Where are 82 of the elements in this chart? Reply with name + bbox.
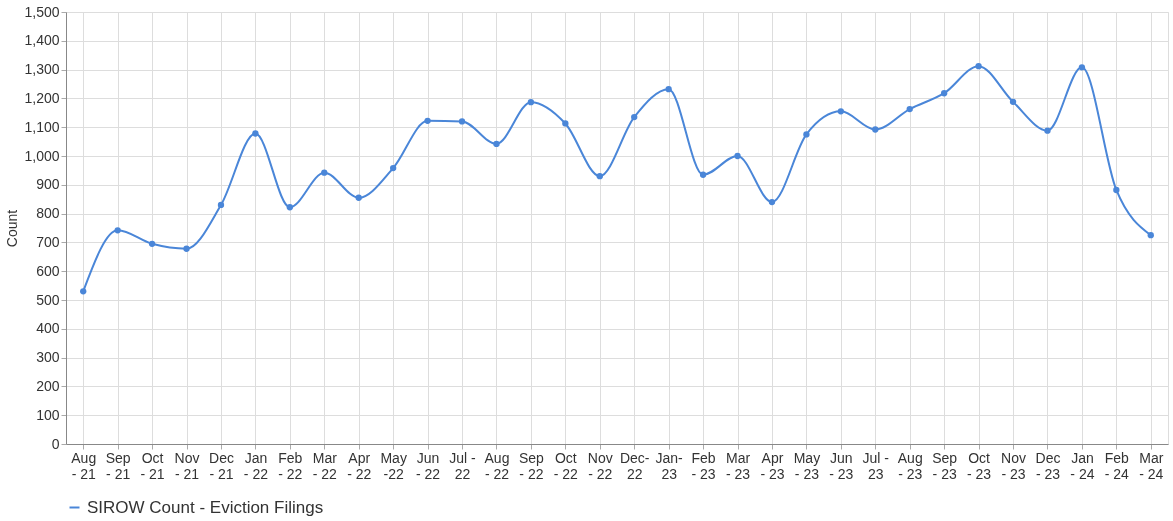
- point: [1044, 127, 1051, 134]
- point: [699, 171, 707, 178]
- y-axis-title: Count: [4, 209, 21, 248]
- x-tick-label: Nov - 23: [1001, 449, 1026, 482]
- point: [940, 90, 948, 97]
- x-tick-label: Dec - 23: [1035, 449, 1061, 482]
- x-tick-label: Feb - 22: [278, 449, 303, 482]
- x-tick-label: Sep - 21: [105, 449, 131, 482]
- point: [1078, 64, 1086, 71]
- x-tick-label: Mar - 24: [1139, 449, 1164, 482]
- x-tick-label: May -22: [380, 449, 407, 482]
- point: [631, 113, 638, 121]
- point: [906, 105, 913, 113]
- x-tick-label: Jan - 22: [243, 449, 269, 482]
- y-tick-label: 100: [36, 406, 60, 423]
- y-tick-label: 900: [36, 176, 60, 193]
- y-tick-label: 1,200: [24, 89, 60, 106]
- point: [527, 98, 535, 106]
- point: [148, 240, 156, 247]
- y-tick-label: 1,000: [24, 147, 60, 164]
- x-tick-label: Feb - 23: [691, 449, 716, 482]
- y-tick-label: 0: [51, 435, 60, 452]
- point: [493, 140, 500, 148]
- x-tick-label: Jul - 23: [862, 449, 890, 482]
- point: [80, 288, 87, 295]
- x-tick-label: Mar - 22: [312, 449, 338, 482]
- y-tick-label: 1,500: [24, 3, 60, 20]
- point: [252, 130, 259, 137]
- x-tick-label: May - 23: [793, 449, 821, 482]
- point: [562, 120, 569, 127]
- y-tick-label: 700: [36, 233, 60, 250]
- point: [355, 194, 362, 201]
- y-tick-label: 800: [36, 205, 60, 222]
- x-tick-label: Sep - 23: [932, 449, 958, 482]
- x-tick-label: Jun - 22: [416, 449, 441, 482]
- x-tick-label: Nov - 22: [587, 449, 613, 482]
- x-tick-label: Jul - 22: [449, 449, 477, 482]
- point: [458, 118, 466, 125]
- x-tick-label: Oct - 21: [140, 449, 165, 482]
- x-tick-label: Feb - 24: [1104, 449, 1130, 482]
- point: [321, 169, 328, 176]
- y-tick-label: 200: [36, 377, 60, 394]
- y-tick-label: 1,400: [24, 32, 60, 49]
- x-tick-label: Aug - 22: [484, 449, 510, 482]
- x-tick-label: Oct - 22: [553, 449, 579, 482]
- point: [1009, 98, 1017, 106]
- point: [975, 62, 982, 70]
- y-tick-label: 300: [36, 349, 60, 366]
- point: [768, 198, 776, 206]
- x-tick-label: Jan - 24: [1070, 449, 1095, 482]
- point: [217, 201, 225, 209]
- point: [286, 204, 294, 211]
- point: [734, 152, 741, 160]
- x-tick-label: Nov - 21: [174, 449, 200, 482]
- point: [596, 173, 603, 180]
- y-tick-label: 1,100: [24, 118, 60, 135]
- point: [424, 117, 431, 125]
- x-tick-label: Apr - 23: [760, 449, 785, 482]
- y-tick-label: 500: [36, 291, 60, 308]
- x-tick-label: Dec- 22: [619, 449, 650, 482]
- point: [837, 108, 845, 115]
- x-tick-label: Jan- 23: [655, 449, 684, 482]
- point: [114, 227, 121, 234]
- point: [803, 131, 810, 138]
- y-tick-label: 600: [36, 262, 60, 279]
- legend-label: SIROW Count - Eviction Filings: [87, 497, 324, 517]
- x-tick-label: Mar - 23: [725, 449, 751, 482]
- point: [1113, 186, 1120, 194]
- point: [389, 164, 397, 172]
- x-tick-label: Jun - 23: [829, 449, 854, 482]
- x-tick-label: Aug - 23: [897, 449, 923, 482]
- point: [1147, 232, 1154, 239]
- point: [665, 86, 672, 93]
- x-tick-label: Apr - 22: [347, 449, 372, 482]
- x-tick-label: Oct - 23: [967, 449, 992, 482]
- point: [872, 126, 879, 133]
- y-tick-label: 1,300: [24, 61, 60, 78]
- point: [183, 245, 190, 252]
- x-tick-label: Sep - 22: [518, 449, 545, 482]
- x-tick-label: Dec - 21: [209, 449, 234, 482]
- x-tick-label: Aug - 21: [71, 449, 97, 482]
- y-tick-label: 400: [36, 320, 60, 337]
